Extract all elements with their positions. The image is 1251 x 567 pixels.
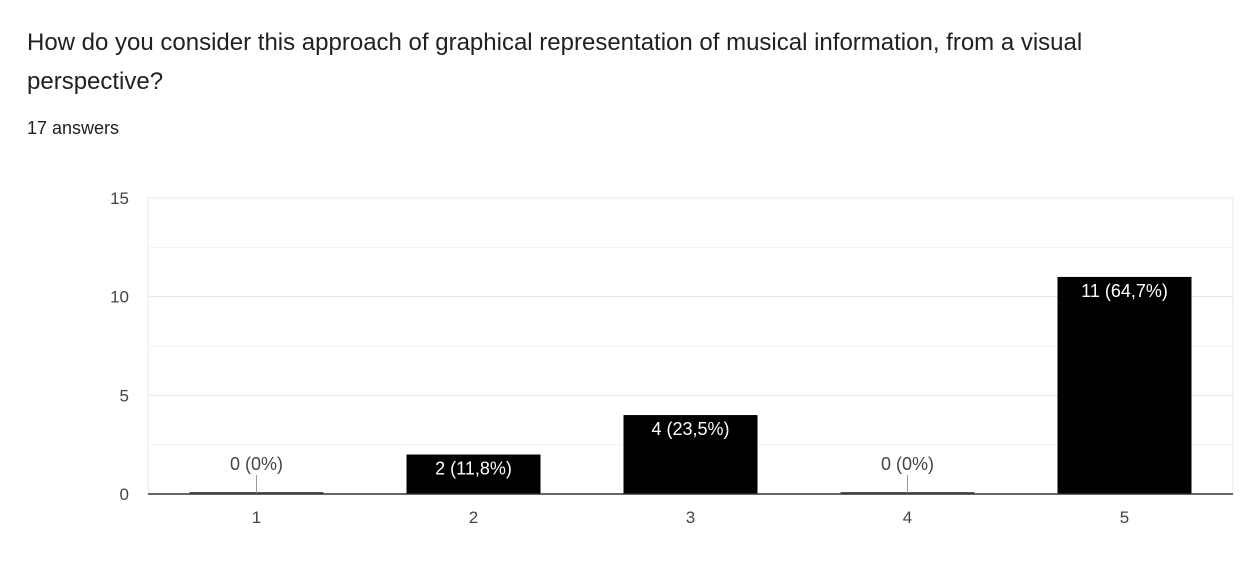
x-tick-label: 3: [686, 508, 695, 527]
y-axis-ticks: 0 5 10 15: [110, 189, 129, 504]
data-labels: 0 (0%) 2 (11,8%) 4 (23,5%) 0 (0%) 11 (64,7%): [230, 281, 1168, 494]
data-label: 0 (0%): [881, 454, 934, 474]
bars: [189, 276, 1192, 494]
bar: [1057, 276, 1192, 494]
data-label: 0 (0%): [230, 454, 283, 474]
y-tick-label: 10: [110, 288, 129, 307]
x-tick-label: 1: [252, 508, 261, 527]
x-tick-label: 2: [469, 508, 478, 527]
data-label: 4 (23,5%): [651, 419, 729, 439]
data-label: 2 (11,8%): [435, 459, 512, 479]
answer-count: 17 answers: [27, 118, 120, 138]
bar: [623, 415, 758, 494]
bar: [406, 454, 541, 494]
y-tick-label: 15: [110, 189, 129, 208]
x-tick-label: 4: [903, 508, 912, 527]
data-label: 11 (64,7%): [1081, 281, 1168, 301]
x-tick-label: 5: [1120, 508, 1129, 527]
question-title: How do you consider this approach of gra…: [27, 29, 1083, 95]
x-axis-ticks: 1 2 3 4 5: [252, 508, 1129, 527]
y-tick-label: 5: [120, 386, 129, 405]
y-tick-label: 0: [120, 485, 129, 504]
